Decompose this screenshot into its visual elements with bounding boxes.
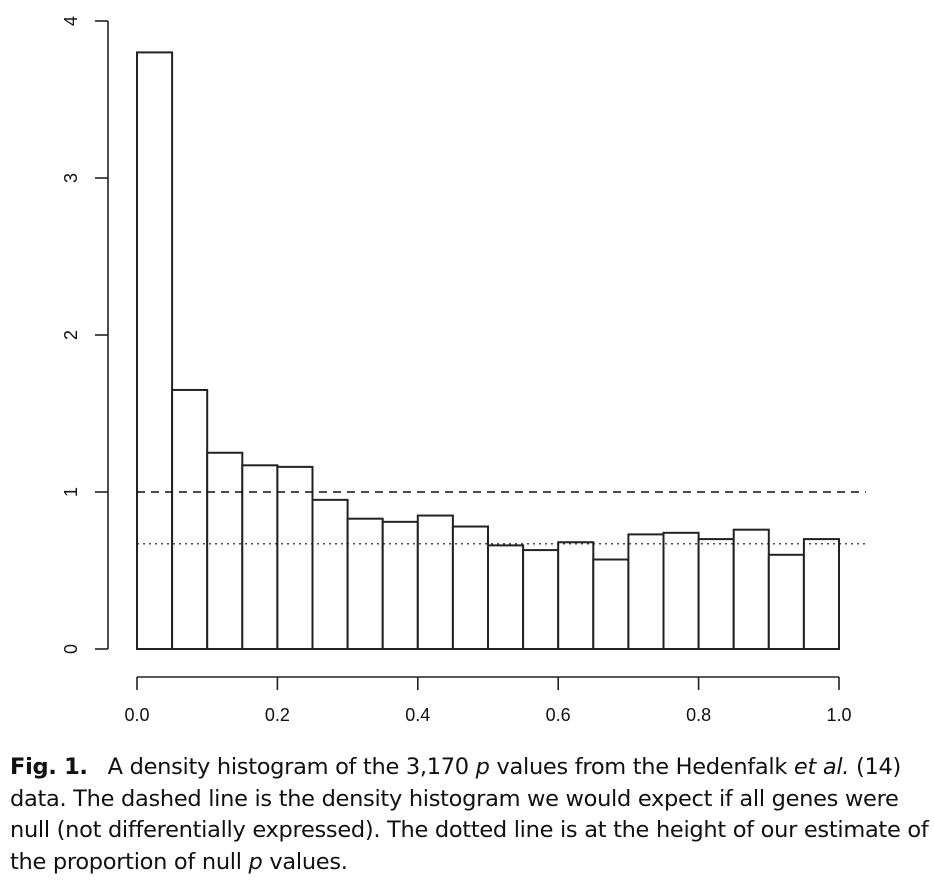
histogram-bar bbox=[416, 514, 454, 650]
histogram-bar bbox=[311, 498, 349, 650]
y-tick-label: 4 bbox=[61, 16, 81, 26]
caption-label: Fig. 1. bbox=[10, 754, 88, 780]
caption-p-symbol-2: p bbox=[248, 848, 263, 875]
caption-text-3: (14) data. The dashed line is the densit… bbox=[10, 754, 929, 875]
histogram-bar bbox=[697, 538, 735, 650]
histogram-bar bbox=[136, 51, 174, 650]
histogram-bar bbox=[346, 517, 384, 650]
histogram-figure: 0 1 2 3 4 0.0 0.2 0.4 0.6 0.8 1.0 bbox=[61, 16, 866, 725]
x-tick-label: 0.6 bbox=[546, 705, 571, 725]
caption-text-2: values from the Hedenfalk bbox=[489, 754, 794, 780]
histogram-bar bbox=[767, 553, 805, 650]
caption-et-al: et al. bbox=[793, 754, 850, 780]
x-tick-label: 1.0 bbox=[826, 705, 851, 725]
caption-text-1: A density histogram of the 3,170 bbox=[107, 754, 476, 780]
x-tick-label: 0.0 bbox=[124, 705, 149, 725]
x-tick-label: 0.4 bbox=[405, 705, 430, 725]
x-tick-label: 0.2 bbox=[265, 705, 290, 725]
histogram-bar bbox=[171, 388, 209, 650]
histogram-bar bbox=[451, 525, 489, 650]
histogram-bar bbox=[206, 451, 244, 650]
histogram-bar bbox=[276, 465, 314, 650]
histogram-bar bbox=[522, 549, 560, 651]
histogram-bar bbox=[802, 538, 841, 650]
y-tick-label: 2 bbox=[61, 330, 81, 340]
caption-text-4: values. bbox=[262, 848, 348, 875]
x-tick-label: 0.8 bbox=[686, 705, 711, 725]
y-tick-label: 1 bbox=[61, 487, 81, 497]
histogram-bar bbox=[241, 464, 279, 650]
histogram-bar bbox=[592, 558, 630, 651]
figure-caption: Fig. 1. A density histogram of the 3,170 … bbox=[10, 752, 930, 878]
density-histogram: 0 1 2 3 4 0.0 0.2 0.4 0.6 0.8 1.0 bbox=[61, 16, 866, 725]
histogram-bar bbox=[732, 528, 770, 650]
y-tick-label: 0 bbox=[61, 644, 81, 654]
caption-p-symbol: p bbox=[475, 754, 490, 780]
reference-lines bbox=[137, 491, 866, 545]
histogram-bars bbox=[136, 51, 841, 651]
y-axis: 0 1 2 3 4 bbox=[61, 16, 109, 654]
x-axis: 0.0 0.2 0.4 0.6 0.8 1.0 bbox=[124, 676, 852, 725]
histogram-bar bbox=[557, 541, 595, 650]
y-tick-label: 3 bbox=[61, 173, 81, 183]
histogram-bar bbox=[487, 544, 525, 651]
histogram-bar bbox=[662, 531, 700, 651]
histogram-bar bbox=[627, 533, 665, 651]
histogram-bar bbox=[381, 520, 419, 651]
